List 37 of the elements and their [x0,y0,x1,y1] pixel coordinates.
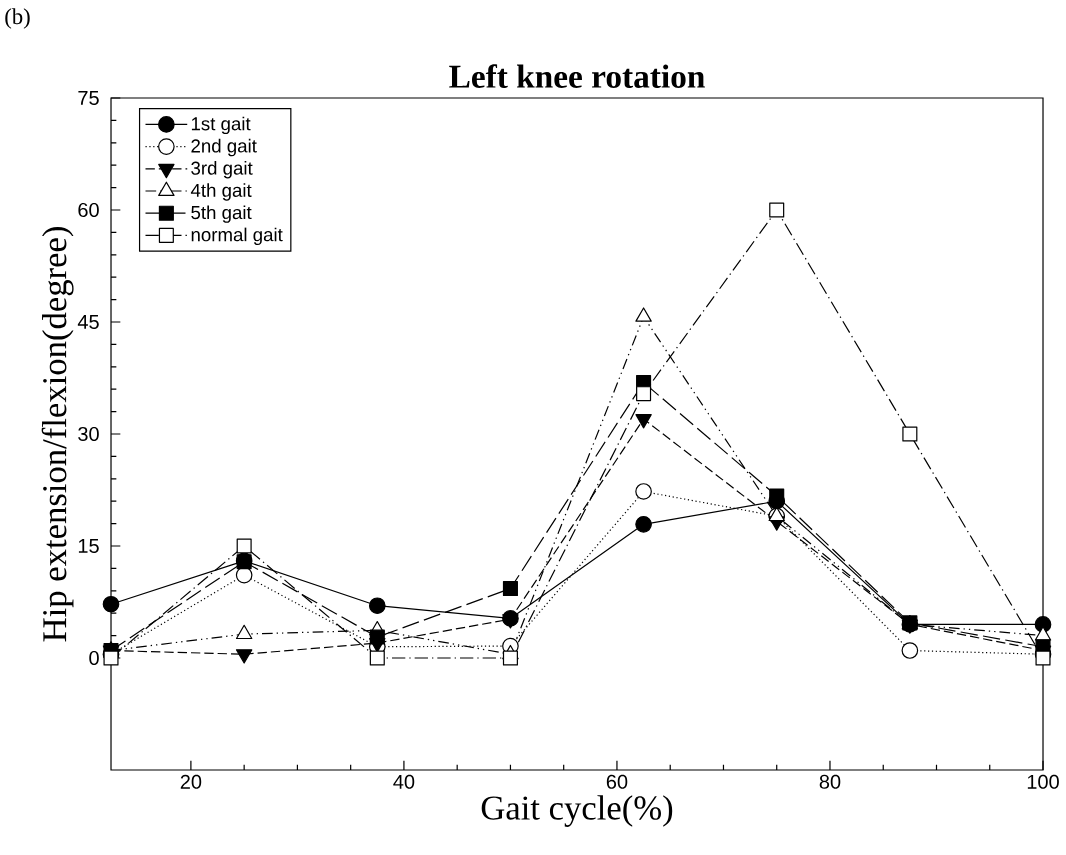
y-tick-label: 60 [78,202,99,218]
x-tick-label: 80 [819,774,841,789]
point [369,629,385,645]
legend-label: 5th gait [191,205,252,223]
point [502,581,518,597]
x-tick-label: 100 [1027,774,1059,789]
point [901,642,919,659]
y-tick-label: 0 [89,650,99,666]
point [636,386,652,402]
point [635,516,652,533]
legend-label: 3rd gait [191,161,253,179]
x-tick-label: 20 [180,774,202,789]
point [103,650,119,666]
point [368,597,386,615]
legend-label: 2nd gait [191,138,257,157]
text: (b) [5,8,30,29]
chart-title: Left knee rotation [449,64,705,88]
point [102,595,120,613]
point [635,483,652,500]
x-axis-title: Gait cycle(%) [481,795,673,827]
x-tick-label: 60 [606,774,628,789]
point [236,538,252,554]
y-axis-title: Hip extension/flexion(degree) [41,227,74,642]
point [769,202,785,218]
y-tick-label: 45 [77,315,99,329]
point [502,650,518,666]
point [236,554,252,570]
legend-label: 4th gait [190,183,252,201]
legend-label: normal gait [191,227,283,246]
y-tick-label: 30 [78,426,99,442]
point [902,426,918,442]
legend-label: 1st gait [191,116,251,135]
y-tick-label: 75 [78,91,99,105]
y-tick-label: 15 [78,539,99,553]
point [369,650,385,666]
point [1035,650,1051,666]
x-tick-label: 40 [393,774,415,789]
